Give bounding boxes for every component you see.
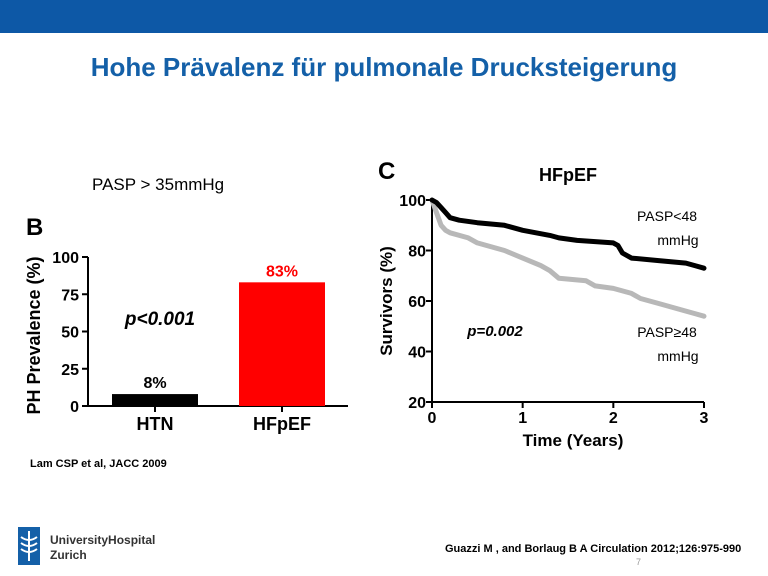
chart-c-series-line-high xyxy=(429,197,707,319)
chart-c-series-label-low-unit: mmHg xyxy=(657,232,698,248)
chart-c-survival: C HFpEF 20 40 60 80 100 0 1 2 3 Survivors (%) Time (… xyxy=(377,158,709,450)
citation-right: Guazzi M , and Borlaug B A Circulation 2… xyxy=(445,543,742,555)
chart-b-y-tick-label: 75 xyxy=(61,287,79,304)
page-number: 7 xyxy=(636,557,642,567)
chart-b-x-tick-label: HTN xyxy=(137,414,174,434)
chart-c-series-label-low: PASP<48 xyxy=(637,208,697,224)
chart-c-x-tick-label: 3 xyxy=(700,410,709,427)
chart-c-panel-letter: C xyxy=(378,158,395,185)
chart-c-y-label: Survivors (%) xyxy=(377,246,396,356)
chart-c-y-tick-label: 20 xyxy=(408,395,426,412)
chart-b-y-tick-label: 0 xyxy=(70,399,79,416)
chart-b-bar-hfpef xyxy=(239,282,325,406)
chart-b-y-tick-label: 50 xyxy=(61,325,79,342)
logo-line2: Zurich xyxy=(50,548,87,562)
logo-text: UniversityHospital Zurich xyxy=(50,533,155,563)
chart-c-title: HFpEF xyxy=(539,165,597,185)
chart-c-x-label: Time (Years) xyxy=(523,431,624,450)
chart-c-y-tick-label: 100 xyxy=(399,193,426,210)
university-hospital-logo-icon xyxy=(18,527,40,565)
logo-line1: UniversityHospital xyxy=(50,533,156,547)
condition-label: PASP > 35mmHg xyxy=(92,175,225,194)
chart-c-y-tick-label: 80 xyxy=(408,244,426,261)
slide-title: Hohe Prävalenz für pulmonale Drucksteige… xyxy=(90,52,678,82)
chart-b-y-tick-label: 25 xyxy=(61,362,79,379)
chart-c-x-tick-label: 0 xyxy=(428,410,437,427)
chart-b-bar-htn xyxy=(112,394,198,406)
top-bar xyxy=(0,0,768,33)
chart-c-p-value: p=0.002 xyxy=(466,323,523,340)
chart-b-value-label: 83% xyxy=(266,263,298,280)
citation-left: Lam CSP et al, JACC 2009 xyxy=(30,458,167,470)
chart-c-y-tick-label: 60 xyxy=(408,294,426,311)
chart-b-x-tick-label: HFpEF xyxy=(253,414,311,434)
chart-c-series-label-high-unit: mmHg xyxy=(657,348,698,364)
chart-c-y-tick-label: 40 xyxy=(408,345,426,362)
chart-c-series-label-high: PASP≥48 xyxy=(637,324,697,340)
chart-b-y-label: PH Prevalence (%) xyxy=(24,256,44,414)
chart-c-x-tick-label: 1 xyxy=(518,410,527,427)
chart-c-series-line-low xyxy=(429,197,707,271)
chart-b-value-label: 8% xyxy=(143,375,166,392)
chart-b-p-value: p<0.001 xyxy=(124,309,195,330)
chart-b-prevalence: B 0 25 50 75 100 PH Prevalence (%) 8% HTN 83% HFpE… xyxy=(24,214,348,434)
chart-b-y-tick-label: 100 xyxy=(52,250,79,267)
chart-b-panel-letter: B xyxy=(26,214,43,241)
chart-c-x-tick-label: 2 xyxy=(609,410,618,427)
